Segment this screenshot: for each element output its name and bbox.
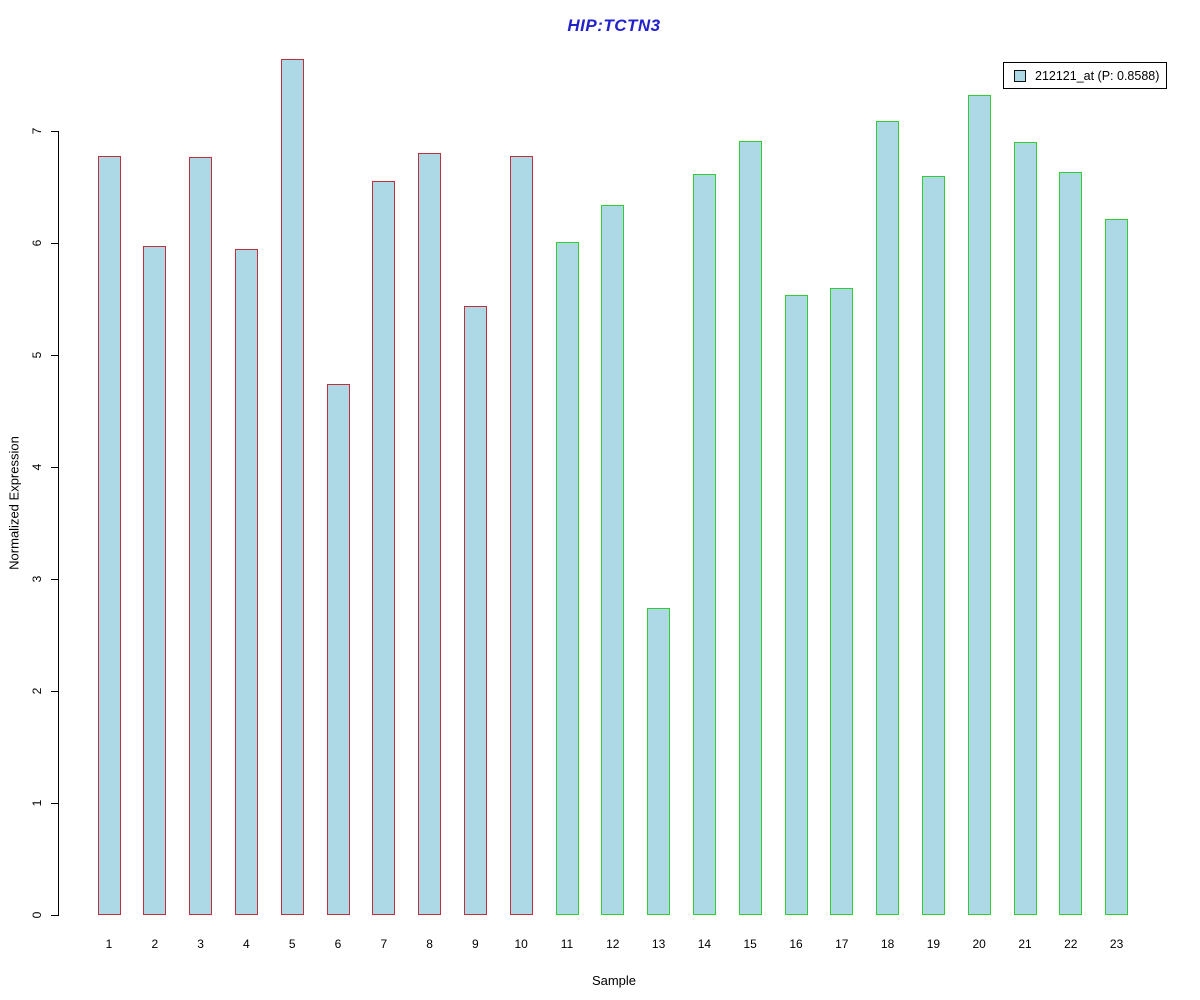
legend: 212121_at (P: 0.8588): [1003, 62, 1167, 89]
bar-sample-1: [97, 156, 121, 915]
y-tick-mark: [51, 802, 59, 804]
y-tick-label: 4: [30, 463, 44, 471]
y-axis-label: Normalized Expression: [6, 436, 22, 570]
x-tick-label: 13: [651, 937, 666, 951]
y-tick-mark: [51, 130, 59, 132]
bar-sample-20: [967, 95, 991, 915]
bar-sample-16: [784, 295, 808, 915]
chart-title: HIP:TCTN3: [567, 16, 661, 35]
bar-sample-21: [1013, 142, 1037, 915]
x-axis-label: Sample: [591, 973, 637, 988]
y-tick-label: 2: [30, 687, 44, 695]
x-tick-label: 4: [243, 937, 250, 951]
x-tick-label: 5: [288, 937, 296, 951]
x-tick-label: 12: [606, 937, 620, 951]
x-tick-label: 17: [835, 937, 849, 951]
x-tick-label: 10: [514, 937, 528, 951]
x-tick-label: 22: [1064, 937, 1078, 951]
x-tick-label: 6: [334, 937, 342, 951]
y-tick-label: 1: [30, 799, 44, 807]
y-tick-mark: [51, 242, 59, 244]
y-tick-mark: [51, 354, 59, 356]
bar-sample-7: [372, 181, 396, 915]
bar-sample-14: [692, 174, 716, 915]
x-tick-label: 18: [880, 937, 895, 951]
bar-sample-22: [1059, 172, 1083, 915]
x-tick-label: 15: [743, 937, 757, 951]
bar-sample-19: [921, 176, 945, 915]
bar-sample-8: [418, 153, 442, 915]
bar-sample-9: [463, 306, 487, 915]
bar-sample-2: [143, 246, 167, 915]
plot-area: 0 1 2 3 4 5 6 7 1 2 3 4 5 6 7 8 9 10 11 12 13 14 15 16 17 18 19 20 2…: [30, 59, 1171, 951]
x-tick-label: 2: [151, 937, 159, 951]
y-tick-mark: [51, 690, 59, 692]
x-tick-label: 11: [560, 937, 574, 951]
y-tick-mark: [51, 466, 59, 468]
legend-label: 212121_at (P: 0.8588): [1035, 68, 1160, 83]
y-tick-label: 6: [30, 239, 44, 247]
y-tick-label: 7: [30, 127, 44, 135]
bar-sample-13: [647, 608, 671, 915]
bar-sample-5: [280, 59, 304, 915]
legend-swatch-icon: [1014, 69, 1026, 82]
x-tick-label: 9: [472, 937, 479, 951]
y-tick-mark: [51, 914, 59, 916]
x-tick-label: 16: [789, 937, 803, 951]
x-tick-label: 23: [1109, 937, 1124, 951]
bar-sample-3: [189, 157, 213, 915]
bar-sample-10: [509, 156, 533, 915]
bar-sample-15: [738, 141, 762, 915]
y-tick-label: 3: [30, 575, 44, 583]
x-tick-label: 3: [197, 937, 204, 951]
x-tick-label: 20: [972, 937, 986, 951]
x-tick-label: 19: [926, 937, 941, 951]
x-tick-label: 21: [1018, 937, 1032, 951]
x-tick-label: 1: [105, 937, 113, 951]
x-tick-label: 14: [697, 937, 712, 951]
bar-sample-17: [830, 288, 854, 915]
y-tick-label: 5: [30, 351, 44, 359]
bar-sample-23: [1105, 219, 1129, 915]
y-tick-mark: [51, 578, 59, 580]
bar-sample-6: [326, 384, 350, 915]
bar-sample-12: [601, 205, 625, 915]
bar-sample-11: [555, 242, 579, 915]
y-tick-label: 0: [30, 911, 44, 919]
x-tick-label: 8: [426, 937, 433, 951]
x-tick-label: 7: [380, 937, 388, 951]
bar-sample-18: [876, 121, 900, 915]
bar-sample-4: [234, 249, 258, 915]
